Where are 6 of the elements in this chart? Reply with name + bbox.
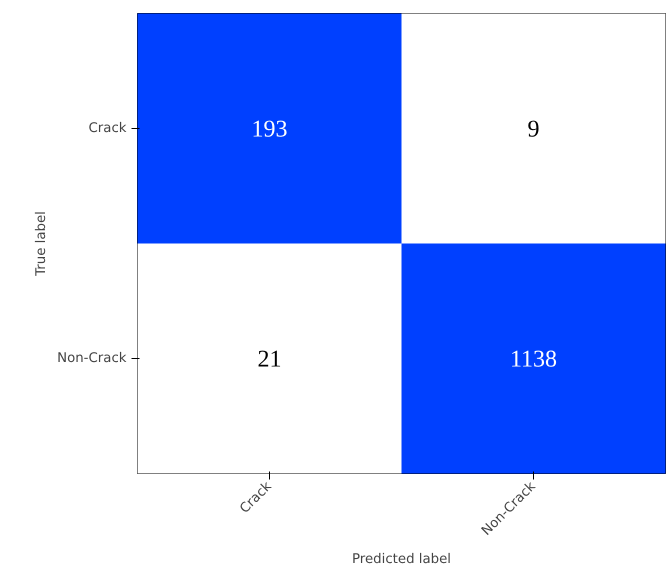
- y-axis-title: True label: [34, 211, 50, 277]
- data-label: 193: [252, 116, 288, 142]
- data-label: 9: [528, 116, 540, 142]
- data-label: 21: [258, 346, 282, 372]
- x-axis-title: Predicted label: [352, 552, 452, 568]
- data-label: 1138: [510, 346, 558, 372]
